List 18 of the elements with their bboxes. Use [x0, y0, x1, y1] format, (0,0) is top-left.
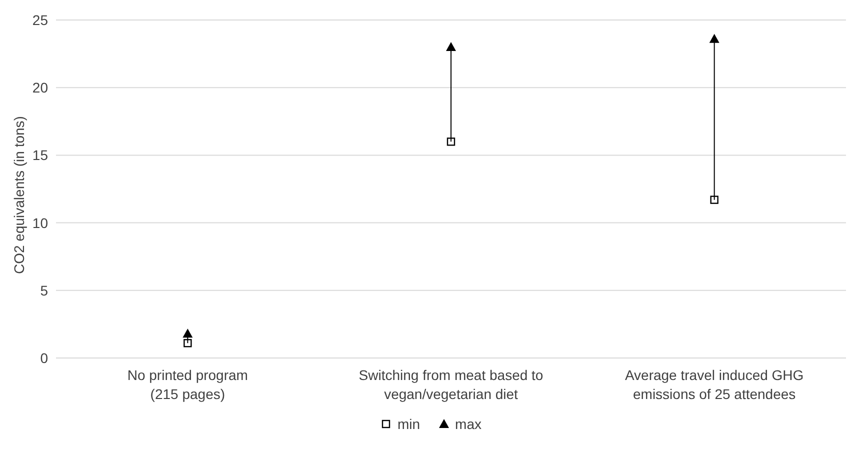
- point: [446, 42, 456, 52]
- point: [184, 339, 192, 348]
- x-tick-label: No printed program (215 pages): [127, 367, 248, 402]
- point: [182, 328, 193, 338]
- x-tick-label: Switching from meat based to vegan/vegetarian diet: [358, 367, 544, 402]
- legend-label: max: [454, 416, 482, 432]
- point: [709, 34, 720, 43]
- y-tick-label: 15: [32, 147, 48, 164]
- x-tick-label: Average travel induced GHG emissions of 25 attendees: [624, 367, 804, 402]
- y-tick-label: 25: [32, 12, 48, 28]
- y-axis-title: CO2 equivalents (in tons): [10, 116, 27, 274]
- point: [446, 138, 456, 146]
- y-tick-label: 5: [40, 282, 48, 298]
- y-tick-label: 0: [40, 350, 48, 366]
- y-tick-label: 20: [32, 80, 48, 96]
- legend-label: min: [396, 416, 420, 432]
- y-tick-label: 10: [32, 214, 48, 231]
- point: [710, 196, 718, 204]
